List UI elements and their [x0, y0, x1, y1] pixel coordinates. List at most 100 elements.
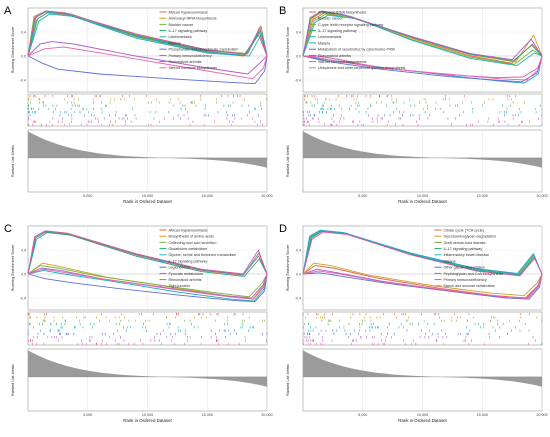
legend-label: IL-17 signaling pathway: [168, 29, 207, 33]
legend-label: Rheumatoid arthritis: [318, 54, 351, 58]
y-tick-label: -0.4: [295, 79, 301, 83]
series-line: [27, 273, 268, 303]
y-tick-label: -0.4: [20, 297, 26, 301]
series-line: [302, 270, 543, 300]
y-tick-label: -0.4: [295, 297, 301, 301]
legend-label: Starch and sucrose metabolism: [443, 284, 495, 288]
legend-label: Metabolism of xenobiotics by cytochrome …: [318, 48, 395, 52]
y-tick-label: 0.4: [21, 249, 26, 253]
legend-label: IL-17 signaling pathway: [318, 29, 357, 33]
series-line: [302, 14, 543, 67]
y-tick-label: -0.4: [20, 79, 26, 83]
legend-label: Tight junction: [168, 284, 190, 288]
x-tick-label: 10,000: [142, 413, 153, 417]
legend-label: Glycine, serine and threonine metabolism: [168, 253, 236, 257]
y-axis-label-rank: Ranked List Metric: [285, 364, 290, 396]
panel-letter: A: [4, 5, 12, 17]
rug-frame: [27, 311, 268, 346]
series-line: [302, 13, 543, 65]
legend-label: Steroid hormone biosynthesis: [168, 66, 217, 70]
x-tick-label: 5,000: [83, 413, 92, 417]
rug-frame: [302, 93, 543, 127]
panel-b-svg: B -0.4 0.0 0.4 Aminoacyl-tRNA biosynthesis Bl…: [279, 5, 548, 204]
panel-d-svg: D -0.4 0.0 0.4 Citrate cycle (TCA cycle) Glyc…: [279, 223, 548, 423]
legend-label: Bladder cancer: [318, 17, 344, 21]
legend-label: Pyruvate metabolism: [168, 272, 202, 276]
legend-label: Malaria: [318, 41, 331, 45]
legend-label: IL-17 signaling pathway: [443, 247, 482, 251]
legend-label: Leishmaniasis: [168, 35, 192, 39]
series-line: [27, 11, 268, 57]
x-axis-label: Rank in Ordered Dataset: [123, 199, 172, 204]
y-tick-label: 0.0: [296, 273, 301, 277]
panel-c: C -0.4 0.0 0.4 African trypanosomiasis Biosyn…: [0, 218, 275, 437]
y-tick-label: 0.4: [296, 31, 301, 35]
x-axis-label: Rank in Ordered Dataset: [398, 199, 447, 204]
series-line: [302, 55, 543, 81]
series-line: [302, 229, 543, 275]
y-axis-label-rank: Ranked List Metric: [10, 364, 15, 396]
panel-b: B -0.4 0.0 0.4 Aminoacyl-tRNA biosynthesis Bl…: [275, 0, 550, 218]
panel-c-svg: C -0.4 0.0 0.4 African trypanosomiasis Biosyn…: [4, 223, 273, 423]
rug-frame: [302, 311, 543, 346]
legend-label: African trypanosomiasis: [168, 10, 207, 14]
series-line: [27, 268, 268, 300]
y-tick-label: 0.4: [21, 31, 26, 35]
series-line: [302, 10, 543, 61]
legend-label: Aminoacyl-tRNA biosynthesis: [318, 10, 366, 14]
x-tick-label: 10,000: [142, 194, 153, 198]
x-tick-label: 10,000: [417, 413, 428, 417]
y-axis-label-es: Running Enrichment Score: [285, 27, 290, 74]
legend-label: Leishmaniasis: [318, 35, 342, 39]
x-tick-label: 15,000: [477, 194, 488, 198]
y-tick-label: 0.0: [296, 55, 301, 59]
legend-label: Aminoacyl-tRNA biosynthesis: [168, 17, 216, 21]
legend-label: Steroid hormone biosynthesis: [318, 60, 367, 64]
legend-label: Legionellosis: [168, 266, 189, 270]
legend-label: Rheumatoid arthritis: [168, 278, 201, 282]
legend-label: Citrate cycle (TCA cycle): [443, 228, 483, 232]
legend-label: Inflammatory bowel disease: [443, 253, 489, 257]
ranked-metric-area: [28, 350, 267, 387]
panel-letter: D: [279, 223, 287, 235]
x-tick-label: 15,000: [202, 194, 213, 198]
x-tick-label: 15,000: [202, 413, 213, 417]
series-line: [27, 41, 268, 75]
series-line: [27, 269, 268, 302]
legend-label: Collecting duct acid secretion: [168, 241, 216, 245]
panel-letter: C: [4, 223, 12, 235]
legend-label: Phosphonate and phosphinate metabolism: [168, 48, 238, 52]
series-line: [27, 10, 268, 57]
legend-label: Biosynthesis of amino acids: [168, 235, 214, 239]
x-axis-label: Rank in Ordered Dataset: [398, 418, 447, 423]
series-line: [27, 232, 268, 277]
legend-label: Malaria: [168, 41, 181, 45]
panel-d: D -0.4 0.0 0.4 Citrate cycle (TCA cycle) Glyc…: [275, 218, 550, 437]
legend-label: Rheumatoid arthritis: [168, 60, 201, 64]
panel-a-svg: A -0.4 0.0 0.4 African trypanosomiasis Aminoa…: [4, 5, 273, 204]
legend-label: African trypanosomiasis: [168, 228, 207, 232]
legend-label: Ubiquinone and other terpenoid-quinone b…: [318, 66, 405, 70]
y-axis-label-rank: Ranked List Metric: [285, 145, 290, 177]
series-line: [302, 11, 543, 62]
legend-label: Other glycan degradation: [443, 266, 484, 270]
series-line: [27, 230, 268, 275]
x-tick-label: 10,000: [417, 194, 428, 198]
series-line: [302, 231, 543, 277]
panel-a: A -0.4 0.0 0.4 African trypanosomiasis Aminoa…: [0, 0, 275, 218]
legend-label: Graft-versus-host disease: [443, 241, 485, 245]
series-line: [27, 55, 268, 85]
x-tick-label: 20,000: [536, 413, 547, 417]
y-axis-label-es: Running Enrichment Score: [10, 27, 15, 74]
x-tick-label: 20,000: [261, 413, 272, 417]
y-axis-label-rank: Ranked List Metric: [10, 145, 15, 177]
legend-label: Peptidoglycan and CoA biosynthesis: [443, 272, 503, 276]
legend-label: Glycosaminoglycan degradation: [443, 235, 495, 239]
x-tick-label: 5,000: [358, 194, 367, 198]
y-tick-label: 0.4: [296, 249, 301, 253]
series-line: [302, 230, 543, 276]
x-tick-label: 20,000: [536, 194, 547, 198]
y-axis-label-es: Running Enrichment Score: [10, 245, 15, 292]
x-tick-label: 15,000: [477, 413, 488, 417]
rug-frame: [27, 93, 268, 127]
